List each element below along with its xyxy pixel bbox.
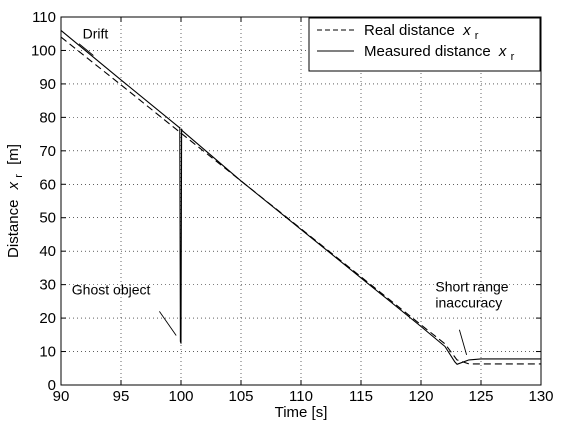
x-axis-label: Time [s] xyxy=(275,404,328,421)
x-tick-label: 90 xyxy=(53,388,70,405)
legend-label-real-distance: Real distance x r xyxy=(364,22,479,42)
y-axis-label: Distance x r [m] xyxy=(5,144,26,258)
y-tick-label: 30 xyxy=(39,277,56,294)
annotation-leader-ghost-object xyxy=(159,311,177,336)
y-tick-label: 100 xyxy=(31,42,56,59)
legend-label-measured-distance: Measured distance x r xyxy=(364,43,515,63)
series-lines xyxy=(60,29,541,365)
x-tick-label: 130 xyxy=(528,388,553,405)
axis-ticks: 90 95 100 105 110 115 120 125 130 0 10 20 30 40 50 60 70… xyxy=(31,9,554,405)
y-tick-label: 0 xyxy=(48,377,56,394)
y-axis-label-unit: [m] xyxy=(5,144,22,165)
annotation-short-range-inaccuracy: Short range inaccuracy xyxy=(435,278,508,310)
x-tick-label: 100 xyxy=(168,388,193,405)
legend-box xyxy=(308,17,541,72)
annotations: Drift Ghost object Short range inaccuracy xyxy=(72,25,509,356)
y-tick-label: 10 xyxy=(39,344,56,361)
annotation-ghost-object: Ghost object xyxy=(72,282,151,298)
y-axis-label-var: x xyxy=(5,181,22,190)
annotation-drift: Drift xyxy=(83,25,109,41)
grid-lines xyxy=(61,17,541,385)
x-tick-label: 95 xyxy=(113,388,130,405)
x-tick-label: 120 xyxy=(408,388,433,405)
x-tick-label: 105 xyxy=(228,388,253,405)
y-tick-label: 20 xyxy=(39,310,56,327)
y-tick-label: 110 xyxy=(32,9,56,26)
series-line-real-distance xyxy=(60,36,541,365)
series-line-measured-distance xyxy=(60,29,541,365)
y-tick-label: 60 xyxy=(39,176,56,193)
y-axis-label-sub: r xyxy=(13,174,25,178)
y-tick-label: 40 xyxy=(39,243,56,260)
x-tick-label: 125 xyxy=(468,388,493,405)
annotation-leader-short-range-inaccuracy xyxy=(458,329,468,356)
x-tick-label: 110 xyxy=(289,388,313,405)
y-tick-label: 70 xyxy=(39,143,56,160)
x-tick-label: 115 xyxy=(349,388,373,405)
legend: Real distance x r Measured distance x r xyxy=(308,17,541,72)
y-tick-label: 50 xyxy=(39,210,56,227)
y-tick-label: 90 xyxy=(39,76,56,93)
y-tick-label: 80 xyxy=(39,109,56,126)
annotation-leader-drift xyxy=(78,43,94,56)
y-axis-label-text: Distance xyxy=(5,200,22,258)
